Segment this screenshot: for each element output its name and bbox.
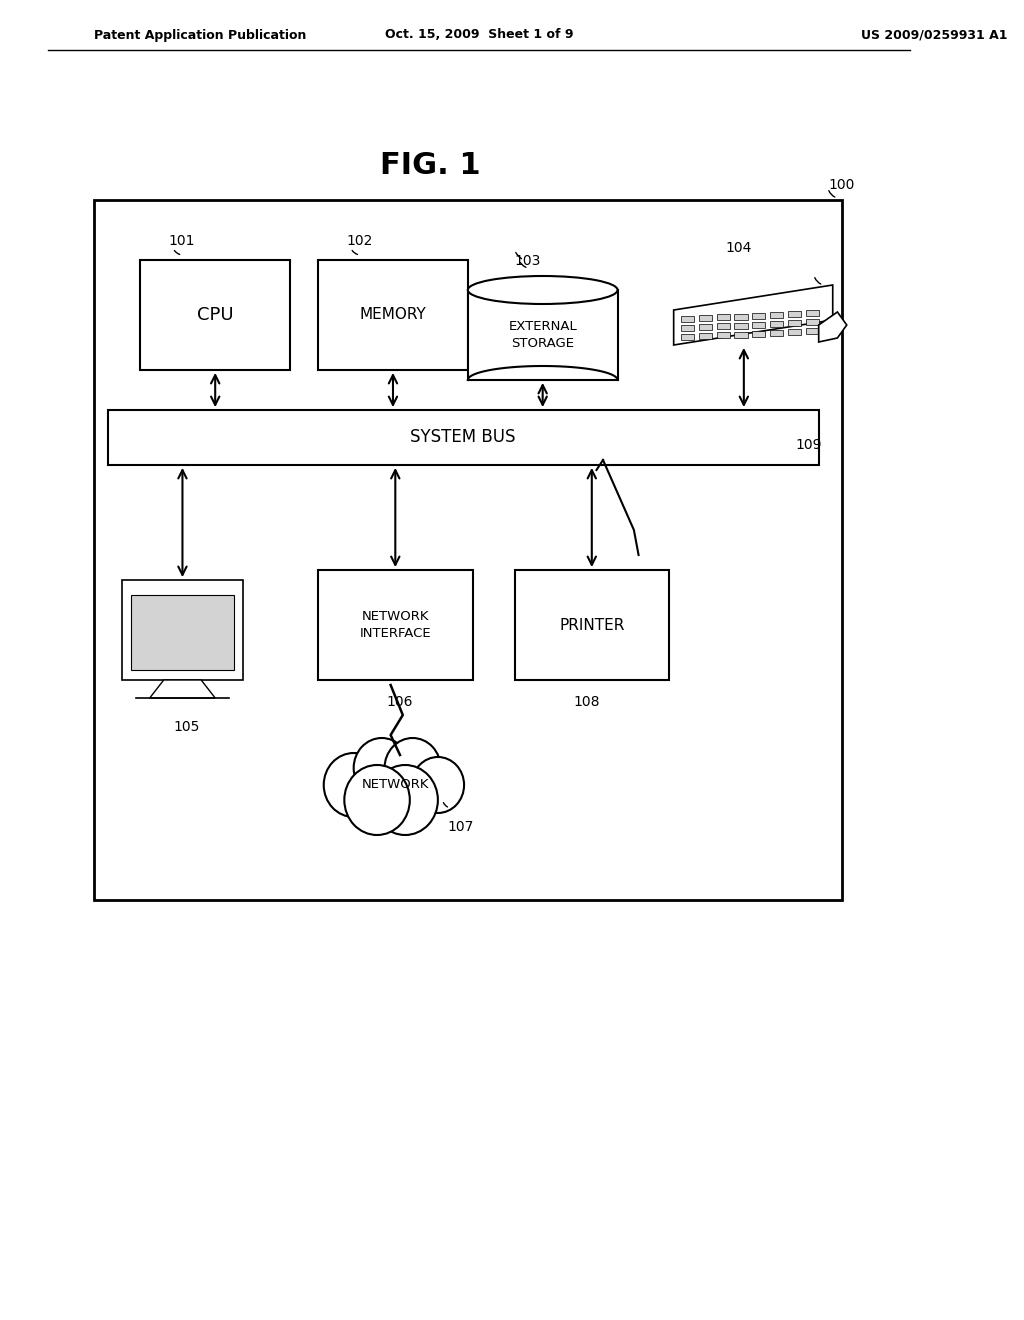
Text: FIG. 1: FIG. 1 (380, 150, 480, 180)
Circle shape (412, 756, 464, 813)
Ellipse shape (468, 276, 617, 304)
Circle shape (324, 752, 384, 817)
FancyBboxPatch shape (770, 330, 783, 337)
Text: 106: 106 (386, 696, 413, 709)
Text: 108: 108 (573, 696, 600, 709)
Text: US 2009/0259931 A1: US 2009/0259931 A1 (861, 29, 1008, 41)
Circle shape (373, 766, 438, 836)
Polygon shape (819, 312, 847, 342)
FancyBboxPatch shape (318, 260, 468, 370)
Text: Oct. 15, 2009  Sheet 1 of 9: Oct. 15, 2009 Sheet 1 of 9 (385, 29, 573, 41)
FancyBboxPatch shape (753, 313, 765, 319)
Text: 103: 103 (515, 253, 541, 268)
FancyBboxPatch shape (699, 325, 712, 330)
Text: PRINTER: PRINTER (559, 618, 625, 632)
Circle shape (353, 738, 410, 799)
Polygon shape (674, 285, 833, 345)
Text: NETWORK: NETWORK (362, 779, 429, 792)
FancyBboxPatch shape (806, 319, 819, 326)
FancyBboxPatch shape (734, 322, 748, 329)
Text: 109: 109 (796, 438, 822, 451)
Text: CPU: CPU (197, 306, 233, 323)
Text: 107: 107 (447, 820, 474, 834)
Text: 104: 104 (725, 242, 752, 255)
FancyBboxPatch shape (318, 570, 472, 680)
FancyBboxPatch shape (717, 323, 730, 330)
Text: 102: 102 (346, 234, 373, 248)
FancyBboxPatch shape (131, 595, 233, 671)
FancyBboxPatch shape (717, 333, 730, 338)
Polygon shape (150, 680, 215, 698)
FancyBboxPatch shape (681, 325, 694, 331)
FancyBboxPatch shape (787, 329, 801, 335)
Text: 105: 105 (173, 719, 200, 734)
Text: SYSTEM BUS: SYSTEM BUS (411, 429, 516, 446)
Circle shape (344, 766, 410, 836)
FancyBboxPatch shape (93, 201, 842, 900)
FancyBboxPatch shape (699, 315, 712, 321)
FancyBboxPatch shape (468, 290, 617, 380)
FancyBboxPatch shape (787, 312, 801, 317)
FancyBboxPatch shape (681, 334, 694, 341)
FancyBboxPatch shape (140, 260, 290, 370)
FancyBboxPatch shape (753, 331, 765, 337)
FancyBboxPatch shape (753, 322, 765, 327)
FancyBboxPatch shape (699, 333, 712, 339)
Text: Patent Application Publication: Patent Application Publication (93, 29, 306, 41)
Text: NETWORK
INTERFACE: NETWORK INTERFACE (359, 610, 431, 640)
FancyBboxPatch shape (734, 314, 748, 319)
FancyBboxPatch shape (515, 570, 669, 680)
Text: 101: 101 (168, 234, 195, 248)
FancyBboxPatch shape (734, 331, 748, 338)
FancyBboxPatch shape (717, 314, 730, 321)
Text: 100: 100 (828, 178, 854, 191)
FancyBboxPatch shape (806, 329, 819, 334)
Text: MEMORY: MEMORY (359, 308, 426, 322)
FancyBboxPatch shape (681, 315, 694, 322)
FancyBboxPatch shape (108, 411, 819, 465)
FancyBboxPatch shape (770, 321, 783, 327)
FancyBboxPatch shape (806, 310, 819, 317)
Circle shape (385, 738, 440, 799)
FancyBboxPatch shape (787, 321, 801, 326)
Text: EXTERNAL
STORAGE: EXTERNAL STORAGE (508, 319, 578, 350)
FancyBboxPatch shape (770, 312, 783, 318)
FancyBboxPatch shape (122, 579, 244, 680)
